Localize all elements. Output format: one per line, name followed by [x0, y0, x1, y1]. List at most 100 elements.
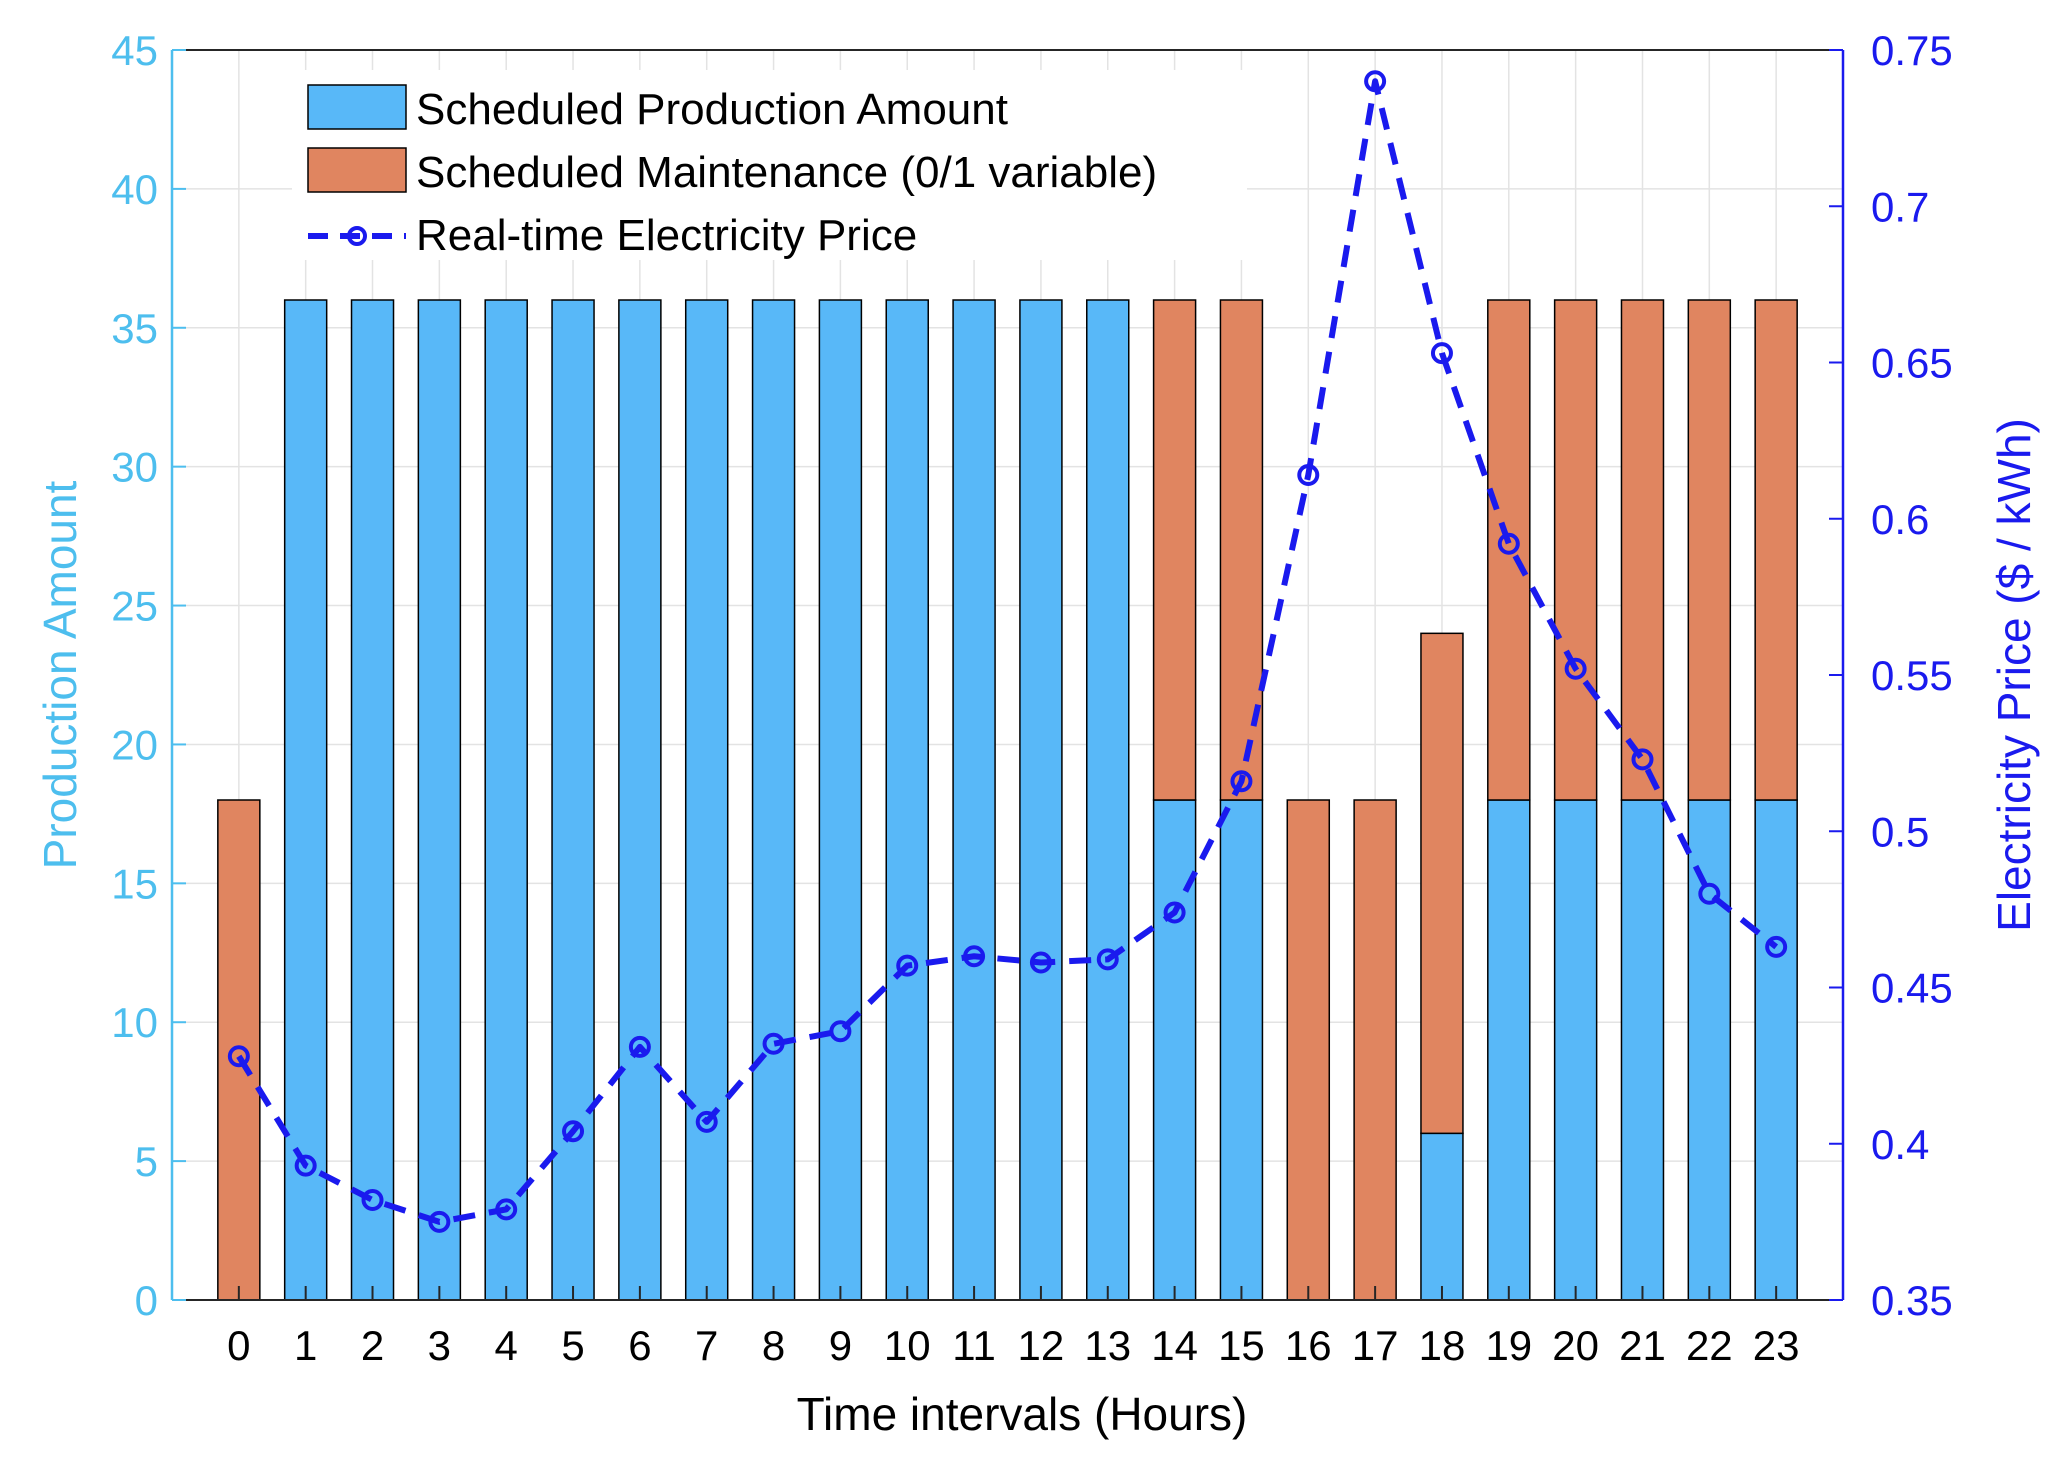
left-tick-label: 0: [135, 1277, 158, 1324]
x-tick-label: 12: [1018, 1322, 1065, 1369]
x-tick-label: 10: [884, 1322, 931, 1369]
price-line: [236, 78, 1779, 1225]
x-tick-label: 9: [829, 1322, 852, 1369]
bar-production-12: [1019, 299, 1063, 1301]
x-tick-label: 23: [1753, 1322, 1800, 1369]
legend-swatch-maintenance: [307, 147, 407, 193]
bar-production-13: [1086, 299, 1130, 1301]
x-tick-label: 22: [1686, 1322, 1733, 1369]
price-point-12: [1029, 951, 1052, 974]
legend-swatch-production: [307, 84, 407, 130]
x-tick-label: 14: [1151, 1322, 1198, 1369]
legend-label-production: Scheduled Production Amount: [416, 85, 1008, 134]
left-tick-label: 20: [111, 721, 158, 768]
x-tick-label: 18: [1419, 1322, 1466, 1369]
left-tick-label: 5: [135, 1138, 158, 1185]
right-tick-label: 0.4: [1871, 1121, 1929, 1168]
bar-production-19: [1487, 799, 1531, 1301]
x-tick-label: 15: [1218, 1322, 1265, 1369]
price-point-14: [1163, 901, 1186, 924]
bar-production-7: [684, 299, 729, 1301]
bar-production-14: [1152, 799, 1197, 1301]
price-point-7: [695, 1110, 718, 1133]
x-tick-label: 4: [495, 1322, 518, 1369]
bar-production-3: [417, 299, 462, 1301]
right-axis-label: Electricity Price ($ / kWh): [1988, 418, 2040, 932]
bar-production-10: [885, 299, 929, 1301]
right-axis-ticks: 0.35 0.4 0.45 0.5 0.55 0.6 0.65 0.7 0.75: [1829, 27, 1953, 1324]
price-point-5: [562, 1120, 585, 1143]
bar-maintenance-18: [1420, 632, 1464, 1135]
bar-group: [217, 299, 1798, 1301]
bar-production-5: [551, 299, 595, 1301]
bar-maintenance-20: [1553, 299, 1598, 801]
x-tick-label: 11: [952, 1322, 996, 1369]
left-tick-label: 30: [111, 444, 158, 491]
bar-production-2: [350, 299, 395, 1301]
right-tick-label: 0.7: [1871, 183, 1929, 230]
bar-production-18: [1420, 1132, 1464, 1301]
bar-production-1: [283, 299, 328, 1301]
right-tick-label: 0.65: [1871, 340, 1953, 387]
left-tick-label: 40: [111, 166, 158, 213]
price-point-13: [1096, 948, 1119, 971]
bar-production-11: [952, 299, 996, 1301]
bar-production-20: [1553, 799, 1598, 1301]
x-tick-label: 7: [695, 1322, 718, 1369]
bar-maintenance-21: [1620, 299, 1665, 801]
bar-production-22: [1687, 799, 1732, 1301]
price-point-8: [762, 1032, 785, 1055]
price-point-11: [963, 945, 986, 968]
x-tick-label: 21: [1619, 1322, 1666, 1369]
left-tick-label: 35: [111, 305, 158, 352]
right-tick-label: 0.5: [1871, 808, 1929, 855]
bar-maintenance-23: [1754, 299, 1798, 801]
bar-maintenance-14: [1152, 299, 1197, 801]
bar-production-15: [1219, 799, 1264, 1301]
legend-marker-price: [347, 226, 367, 246]
legend-background: [292, 70, 1247, 260]
price-point-6: [628, 1035, 651, 1058]
left-tick-label: 25: [111, 583, 158, 630]
bar-production-9: [818, 299, 863, 1301]
left-tick-label: 15: [111, 860, 158, 907]
x-tick-label: 17: [1352, 1322, 1399, 1369]
x-tick-label: 3: [428, 1322, 451, 1369]
bar-maintenance-22: [1687, 299, 1732, 801]
price-point-21: [1631, 748, 1654, 771]
x-tick-label: 16: [1285, 1322, 1332, 1369]
bar-maintenance-0: [217, 799, 261, 1301]
left-tick-label: 45: [111, 27, 158, 74]
x-axis-label: Time intervals (Hours): [797, 1388, 1248, 1440]
right-tick-label: 0.35: [1871, 1277, 1953, 1324]
bar-production-6: [618, 299, 662, 1301]
x-tick-label: 19: [1485, 1322, 1532, 1369]
price-point-2: [361, 1189, 384, 1211]
price-point-18: [1430, 342, 1453, 365]
x-tick-label: 13: [1084, 1322, 1131, 1369]
price-point-4: [495, 1198, 518, 1221]
bar-maintenance-16: [1286, 799, 1331, 1301]
price-point-22: [1698, 882, 1721, 905]
left-tick-label: 10: [111, 999, 158, 1046]
bar-production-23: [1754, 799, 1798, 1301]
price-point-0: [227, 1045, 250, 1068]
right-tick-label: 0.45: [1871, 965, 1953, 1012]
left-axis-ticks: 0 5 10 15 20 25 30 35 40 45: [111, 27, 186, 1324]
price-line-group: [227, 70, 1788, 1233]
price-point-16: [1297, 464, 1320, 486]
bar-production-21: [1620, 799, 1665, 1301]
bar-production-4: [484, 299, 528, 1301]
legend: Scheduled Production Amount Scheduled Ma…: [292, 70, 1247, 260]
right-tick-label: 0.75: [1871, 27, 1953, 74]
x-tick-label: 1: [294, 1322, 317, 1369]
x-tick-label: 2: [361, 1322, 384, 1369]
x-axis-ticks: 0 1 2 3 4 5 6 7 8 9 10 11 12 13 14 15 16 17 18 19 20 21 22 23: [227, 1286, 1800, 1369]
right-tick-label: 0.6: [1871, 496, 1929, 543]
x-tick-label: 0: [227, 1322, 250, 1369]
x-tick-label: 20: [1552, 1322, 1599, 1369]
price-point-15: [1230, 770, 1253, 793]
x-tick-label: 5: [561, 1322, 584, 1369]
right-tick-label: 0.55: [1871, 652, 1953, 699]
